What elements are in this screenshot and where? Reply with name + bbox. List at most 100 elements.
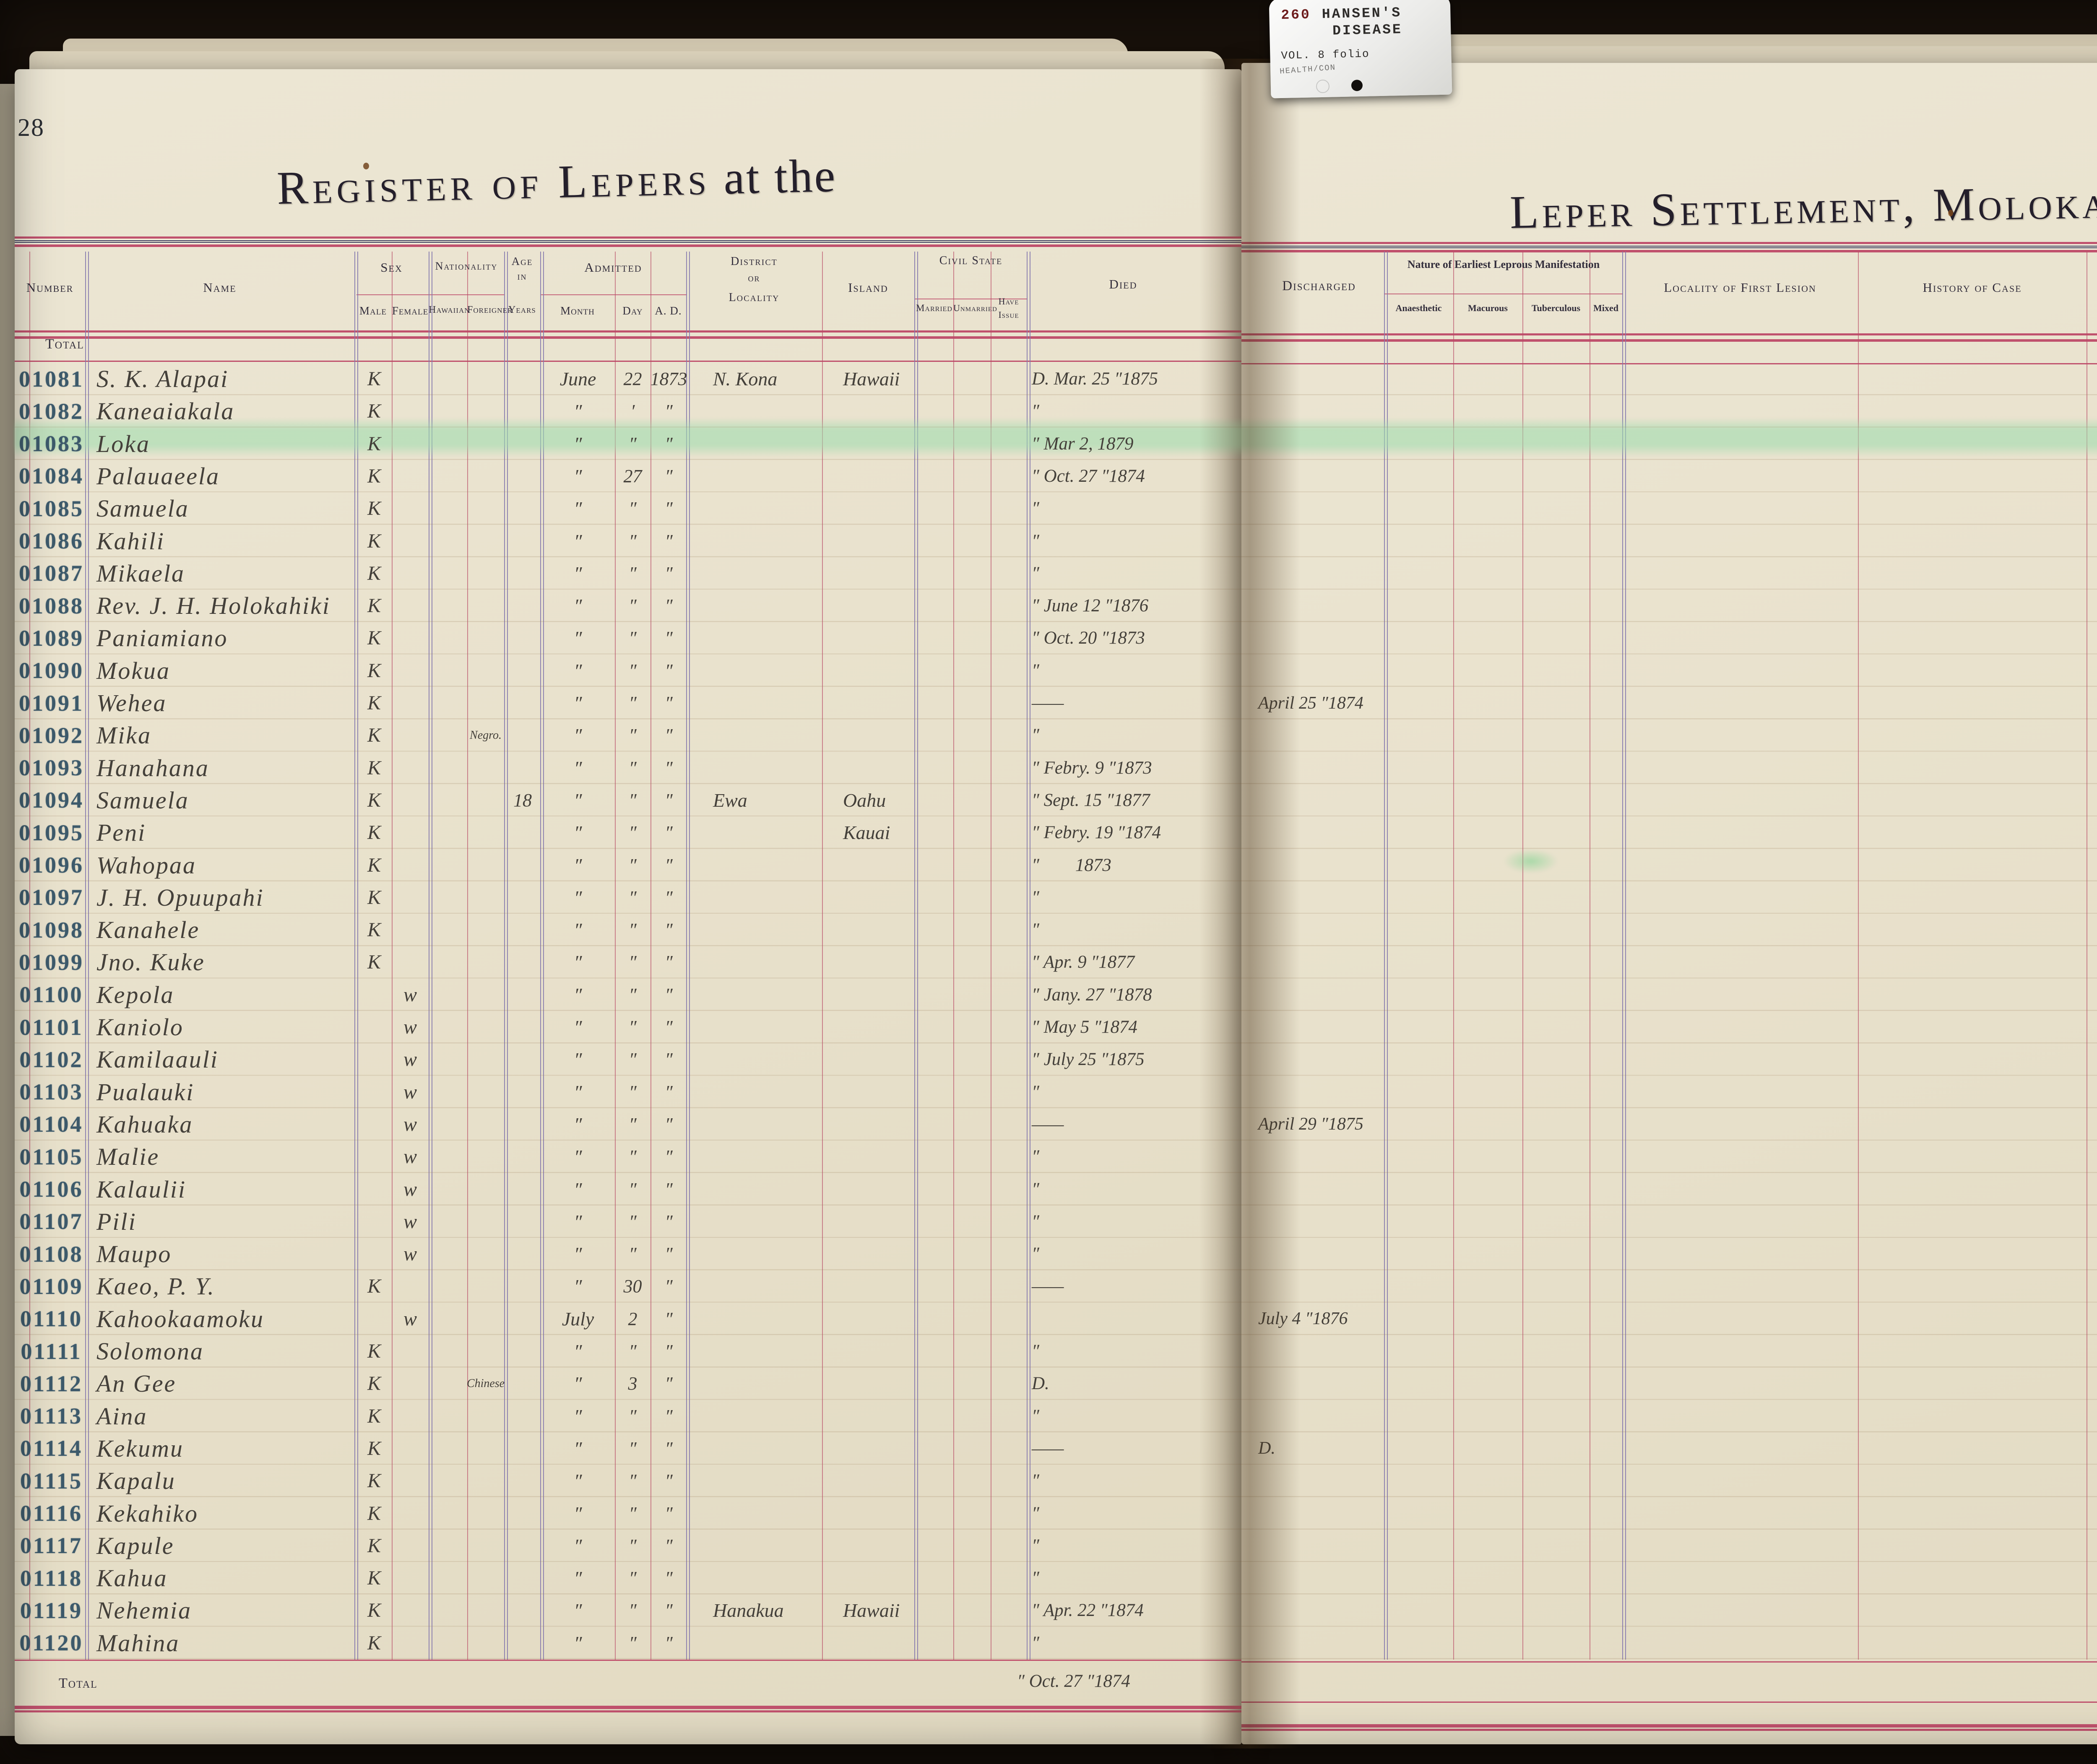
cell-number: 01095 (19, 820, 84, 845)
cell-number: 01086 (19, 528, 84, 553)
column-divider (1027, 252, 1030, 1660)
register-row: 01118 Kahua K ″ ″ ″ ″ (15, 1562, 2097, 1594)
cell-admitted-month: ″ (574, 1470, 582, 1492)
footer-band (1241, 1724, 2097, 1731)
cell-admitted-month: ″ (574, 1276, 582, 1297)
register-row: 01082 Kaneaiakala K ″ ′ ″ ″ (15, 395, 2097, 427)
cell-name: Kekumu (96, 1434, 184, 1462)
cell-sex-female (392, 1594, 429, 1626)
cell-age (504, 1367, 541, 1400)
cell-nationality-foreigner (467, 1497, 504, 1530)
cell-sex-male: K (367, 789, 381, 811)
cell-admitted-month: ″ (574, 1405, 582, 1427)
cell-age (504, 1400, 541, 1432)
cell-sex-male: K (367, 432, 381, 455)
cell-admitted-year: ″ (665, 855, 673, 876)
cell-age (504, 881, 541, 914)
cell-nationality-foreigner (467, 1270, 504, 1302)
cell-sex-female (392, 719, 429, 751)
cell-admitted-year: ″ (665, 920, 673, 940)
cell-name: Kanahele (96, 916, 200, 944)
cell-admitted-month: ″ (574, 1567, 582, 1589)
cell-nationality-foreigner: Chinese (466, 1377, 505, 1390)
cell-district-locality: Ewa (713, 789, 747, 811)
cell-sex-female (392, 1400, 429, 1432)
col-header-district-locality: Locality (728, 291, 780, 304)
cell-name: Pualauki (96, 1078, 195, 1106)
cell-sex-male (356, 1076, 392, 1108)
cell-number: 01108 (19, 1241, 83, 1267)
cell-nationality-foreigner (467, 784, 504, 816)
cell-sex-male (356, 1303, 392, 1335)
cell-district-locality: Hanakua (713, 1600, 784, 1621)
cell-nationality-foreigner (467, 1465, 504, 1497)
cell-died: ″ Jany. 27 ″1878 (1032, 985, 1152, 1005)
cell-sex-male: K (367, 595, 381, 617)
header-bottom-rule (15, 330, 1241, 339)
register-row: 01101 Kaniolo w ″ ″ ″ ″ May 5 ″1874 (15, 1011, 2097, 1043)
cell-admitted-year: ″ (665, 1568, 673, 1589)
cell-admitted-year: ″ (665, 757, 673, 778)
cell-died: D. Mar. 25 ″1875 (1032, 369, 1158, 389)
cell-number: 01091 (19, 690, 84, 716)
cell-age (504, 1238, 541, 1270)
cell-sex-male: K (367, 1405, 381, 1427)
cell-admitted-year: ″ (665, 887, 673, 908)
cell-sex-female (392, 946, 429, 978)
cell-died: ″ (1032, 1147, 1039, 1167)
cell-island: Kauai (843, 822, 890, 844)
cell-name: Kepola (96, 981, 174, 1008)
cell-admitted-year: ″ (665, 952, 673, 973)
cell-name: Kahua (96, 1564, 168, 1592)
cell-number: 01097 (19, 885, 84, 910)
cell-sex-male (356, 1238, 392, 1270)
cell-admitted-day: ″ (629, 530, 637, 551)
cell-died: ″ (1032, 1244, 1039, 1264)
cell-sex-male (356, 1011, 392, 1043)
cell-admitted-year: ″ (665, 1373, 673, 1394)
cell-age (504, 557, 541, 590)
cell-sex-male: K (367, 692, 381, 714)
cell-admitted-year: ″ (665, 822, 673, 843)
page-fore-edge (0, 84, 16, 1736)
cell-admitted-day: ″ (629, 920, 637, 940)
cell-admitted-day: ″ (629, 1017, 637, 1037)
cell-died: ″ (1032, 499, 1039, 519)
column-divider (354, 252, 358, 1660)
col-header-locality-first-lesion: Locality of First Lesion (1664, 280, 1816, 295)
cell-age (504, 687, 541, 719)
cell-name: Kapalu (96, 1467, 176, 1495)
cell-admitted-year: ″ (665, 790, 673, 811)
cell-sex-female: w (403, 1048, 417, 1071)
cell-number: 01081 (19, 366, 84, 392)
cell-sex-male: K (367, 854, 381, 876)
cell-number: 01099 (19, 949, 84, 975)
cell-died: ″ Febry. 19 ″1874 (1032, 823, 1161, 843)
cell-sex-male: K (367, 400, 381, 423)
cell-age: 18 (513, 790, 532, 811)
register-row: 01110 Kahookaamoku w July 2 ″ July 4 ″18… (15, 1303, 2097, 1335)
title-left-main: Register of Lepers (276, 152, 711, 215)
register-row: 01099 Jno. Kuke K ″ ″ ″ ″ Apr. 9 ″1877 (15, 946, 2097, 978)
cell-name: Mika (96, 722, 152, 749)
cell-died: ″ (1032, 660, 1039, 681)
register-row: 01090 Mokua K ″ ″ ″ ″ (15, 655, 2097, 687)
column-divider (822, 252, 823, 1660)
col-header-unmarried: Unmarried (953, 303, 997, 313)
register-row: 01114 Kekumu K ″ ″ ″ —— D. (15, 1432, 2097, 1465)
cell-name: Kamilaauli (96, 1046, 219, 1073)
header-bottom-rule (1241, 333, 2097, 342)
col-header-island: Island (848, 280, 888, 295)
cell-admitted-month: ″ (574, 1113, 582, 1135)
cell-name: Mahina (96, 1629, 180, 1657)
cell-number: 01094 (19, 787, 84, 813)
catalog-tab-line4: HEALTH/CON (1279, 62, 1336, 76)
cell-sex-male: K (367, 1567, 381, 1590)
cell-sex-male (356, 979, 392, 1011)
cell-name: Kahookaamoku (96, 1305, 265, 1333)
catalog-tab-line2: DISEASE (1332, 21, 1403, 39)
cell-admitted-month: ″ (574, 498, 582, 520)
cell-admitted-day: ″ (629, 628, 637, 649)
cell-number: 01084 (19, 463, 84, 489)
cell-nationality-foreigner (467, 395, 504, 427)
